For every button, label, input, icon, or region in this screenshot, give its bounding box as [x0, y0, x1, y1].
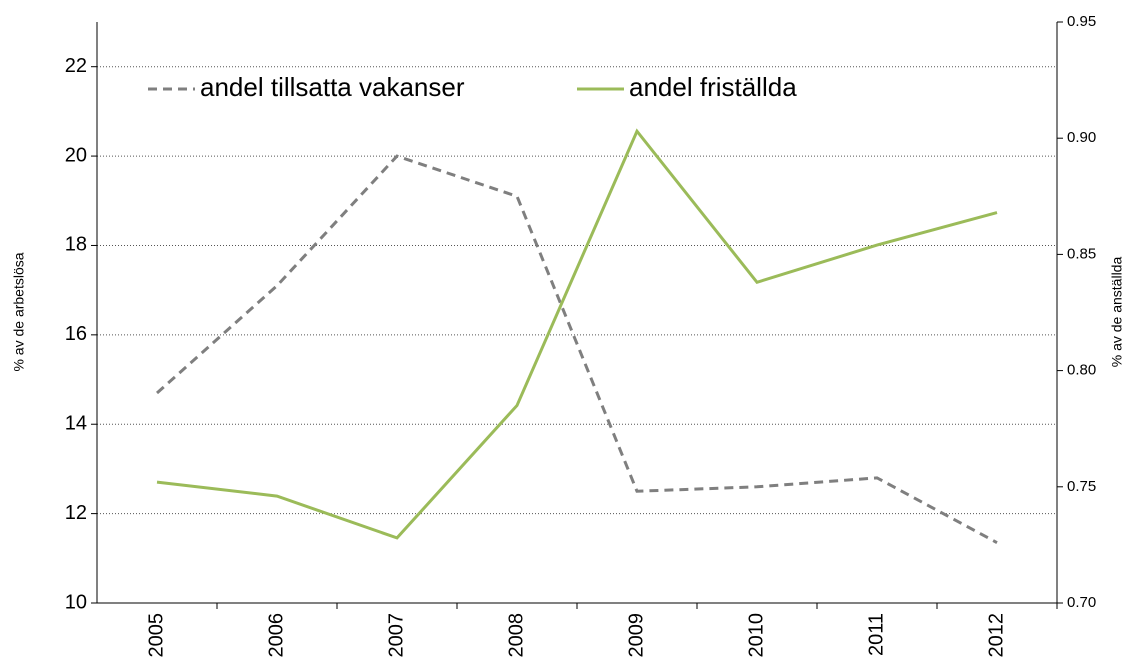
x-tick-label: 2011	[865, 613, 887, 656]
y-tick-label: 22	[65, 55, 87, 77]
x-tick-label: 2005	[145, 613, 167, 658]
y2-tick-label: 0.85	[1067, 245, 1096, 262]
legend-label: andel tillsatta vakanser	[200, 72, 465, 102]
y2-tick-label: 0.95	[1067, 13, 1096, 30]
y-tick-label: 14	[65, 413, 87, 435]
y-tick-label: 20	[65, 144, 87, 166]
series-line	[156, 154, 998, 544]
x-tick-label: 2009	[625, 613, 647, 658]
y2-tick-label: 0.80	[1067, 362, 1096, 379]
y2-tick-label: 0.90	[1067, 129, 1096, 146]
x-tick-label: 2007	[385, 613, 407, 658]
x-tick-label: 2006	[265, 613, 287, 658]
y-tick-label: 10	[65, 591, 87, 613]
y2-tick-label: 0.70	[1067, 594, 1096, 611]
y-tick-label: 16	[65, 323, 87, 345]
x-tick-label: 2008	[505, 613, 527, 658]
y-tick-label: 12	[65, 502, 87, 524]
y2-tick-label: 0.75	[1067, 478, 1096, 495]
legend-label: andel friställda	[629, 72, 797, 102]
y-axis-label: % av de arbetslösa	[11, 252, 27, 371]
series-line	[156, 128, 998, 540]
y2-axis-label: % av de anställda	[1109, 257, 1125, 368]
x-tick-label: 2012	[985, 613, 1007, 658]
y-tick-label: 18	[65, 234, 87, 256]
x-tick-label: 2010	[745, 613, 767, 658]
